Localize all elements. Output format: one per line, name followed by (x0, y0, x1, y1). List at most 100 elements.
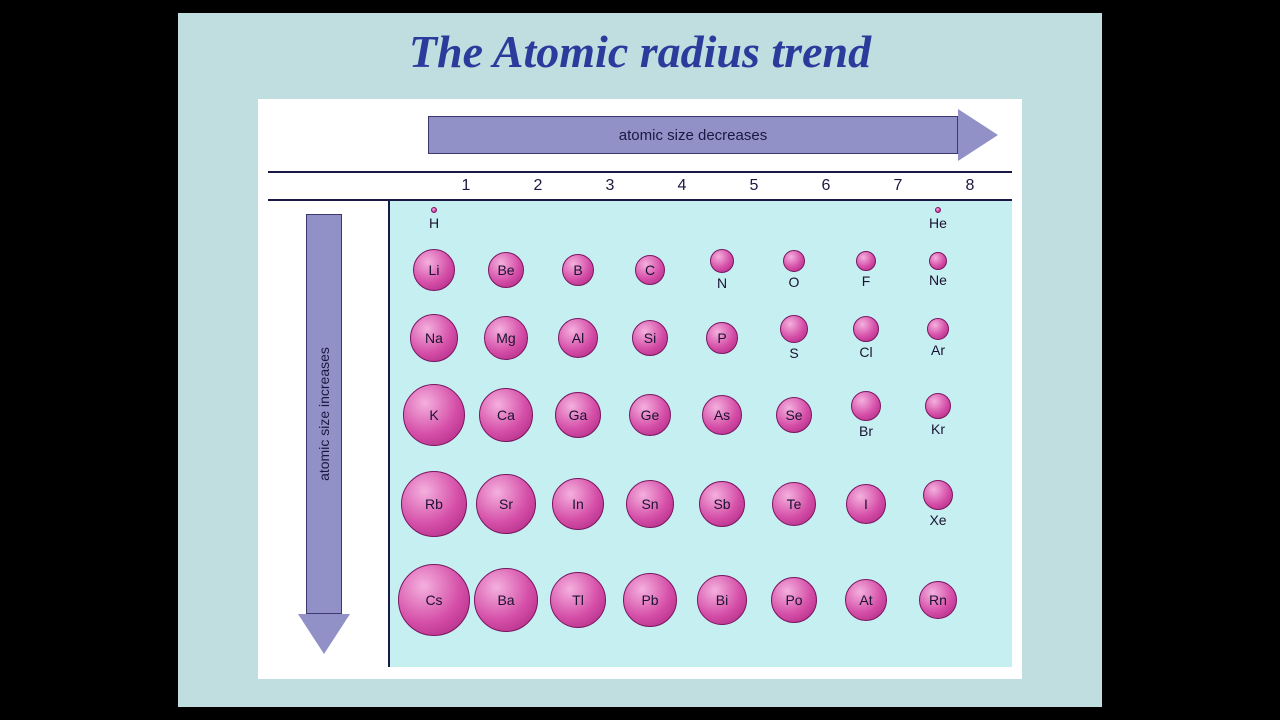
column-header: 3 (574, 177, 646, 195)
element-cell (830, 201, 902, 237)
atom-sphere: Sb (699, 481, 745, 527)
element-symbol: Ar (931, 342, 945, 358)
element-cell: In (542, 457, 614, 551)
atomic-radius-diagram: atomic size decreases 12345678 atomic si… (258, 99, 1022, 679)
atom-sphere: Be (488, 252, 524, 288)
atom-sphere: At (845, 579, 887, 621)
element-symbol: He (929, 215, 947, 231)
element-cell (686, 201, 758, 237)
element-symbol: Br (859, 423, 873, 439)
element-cell: Si (614, 303, 686, 373)
atom-sphere: K (403, 384, 465, 446)
element-cell: Li (398, 237, 470, 303)
element-cell: Ne (902, 237, 974, 303)
element-symbol: Ne (929, 272, 947, 288)
divider (268, 171, 1012, 173)
element-cell: N (686, 237, 758, 303)
atom-sphere (925, 393, 951, 419)
element-cell: Se (758, 373, 830, 457)
atom-sphere: Mg (484, 316, 528, 360)
element-cell: Xe (902, 457, 974, 551)
atom-sphere: P (706, 322, 738, 354)
atom-sphere: Sr (476, 474, 536, 534)
element-cell: He (902, 201, 974, 237)
element-symbol: F (862, 273, 871, 289)
column-headers: 12345678 (430, 177, 1006, 195)
left-arrow-label: atomic size increases (316, 347, 332, 481)
atom-sphere: Na (410, 314, 458, 362)
element-cell: Ar (902, 303, 974, 373)
element-cell (758, 201, 830, 237)
element-cell: Ge (614, 373, 686, 457)
slide: The Atomic radius trend atomic size decr… (178, 13, 1102, 707)
element-cell: Sr (470, 457, 542, 551)
element-cell: Kr (902, 373, 974, 457)
atom-sphere (856, 251, 876, 271)
column-header: 4 (646, 177, 718, 195)
element-cell: Rn (902, 551, 974, 649)
element-cell: Pb (614, 551, 686, 649)
atom-sphere: In (552, 478, 604, 530)
atom-sphere (780, 315, 808, 343)
element-cell: Na (398, 303, 470, 373)
atom-sphere: Ge (629, 394, 671, 436)
element-cell: Sb (686, 457, 758, 551)
element-cell (614, 201, 686, 237)
atom-sphere: Se (776, 397, 812, 433)
element-row: LiBeBCNOFNe (398, 237, 1008, 303)
element-cell: Ba (470, 551, 542, 649)
element-cell (470, 201, 542, 237)
atom-sphere (923, 480, 953, 510)
element-cell: Tl (542, 551, 614, 649)
atom-sphere: Li (413, 249, 455, 291)
column-header: 6 (790, 177, 862, 195)
element-cell: F (830, 237, 902, 303)
element-symbol: N (717, 275, 727, 291)
left-trend-arrow: atomic size increases (298, 214, 350, 654)
element-cell: As (686, 373, 758, 457)
element-cell (542, 201, 614, 237)
element-cell: S (758, 303, 830, 373)
element-cell: Po (758, 551, 830, 649)
atom-sphere (927, 318, 949, 340)
atom-sphere: Al (558, 318, 598, 358)
element-cell: I (830, 457, 902, 551)
atom-sphere (851, 391, 881, 421)
element-cell: Ca (470, 373, 542, 457)
atom-sphere: Rn (919, 581, 957, 619)
element-grid: HHeLiBeBCNOFNeNaMgAlSiPSClArKCaGaGeAsSeB… (398, 201, 1008, 649)
column-header: 1 (430, 177, 502, 195)
element-cell: Rb (398, 457, 470, 551)
element-cell: Be (470, 237, 542, 303)
atom-sphere: Po (771, 577, 817, 623)
atom-sphere: B (562, 254, 594, 286)
element-row: RbSrInSnSbTeIXe (398, 457, 1008, 551)
element-cell: Cs (398, 551, 470, 649)
atom-sphere (935, 207, 941, 213)
element-cell: Al (542, 303, 614, 373)
atom-sphere: Cs (398, 564, 470, 636)
element-symbol: O (789, 274, 800, 290)
element-row: NaMgAlSiPSClAr (398, 303, 1008, 373)
atom-sphere (710, 249, 734, 273)
column-header: 5 (718, 177, 790, 195)
element-cell: Bi (686, 551, 758, 649)
atom-sphere: Rb (401, 471, 467, 537)
atom-sphere: Ga (555, 392, 601, 438)
atom-sphere (853, 316, 879, 342)
atom-sphere: Ca (479, 388, 533, 442)
element-row: H He (398, 201, 1008, 237)
arrow-right-icon (958, 109, 998, 161)
atom-sphere: Tl (550, 572, 606, 628)
atom-sphere (431, 207, 437, 213)
element-cell: H (398, 201, 470, 237)
element-cell: Te (758, 457, 830, 551)
element-cell: Br (830, 373, 902, 457)
left-arrow-body: atomic size increases (306, 214, 342, 614)
element-cell: At (830, 551, 902, 649)
column-header: 8 (934, 177, 1006, 195)
atom-sphere: As (702, 395, 742, 435)
atom-sphere: Si (632, 320, 668, 356)
arrow-down-icon (298, 614, 350, 654)
atom-sphere (783, 250, 805, 272)
